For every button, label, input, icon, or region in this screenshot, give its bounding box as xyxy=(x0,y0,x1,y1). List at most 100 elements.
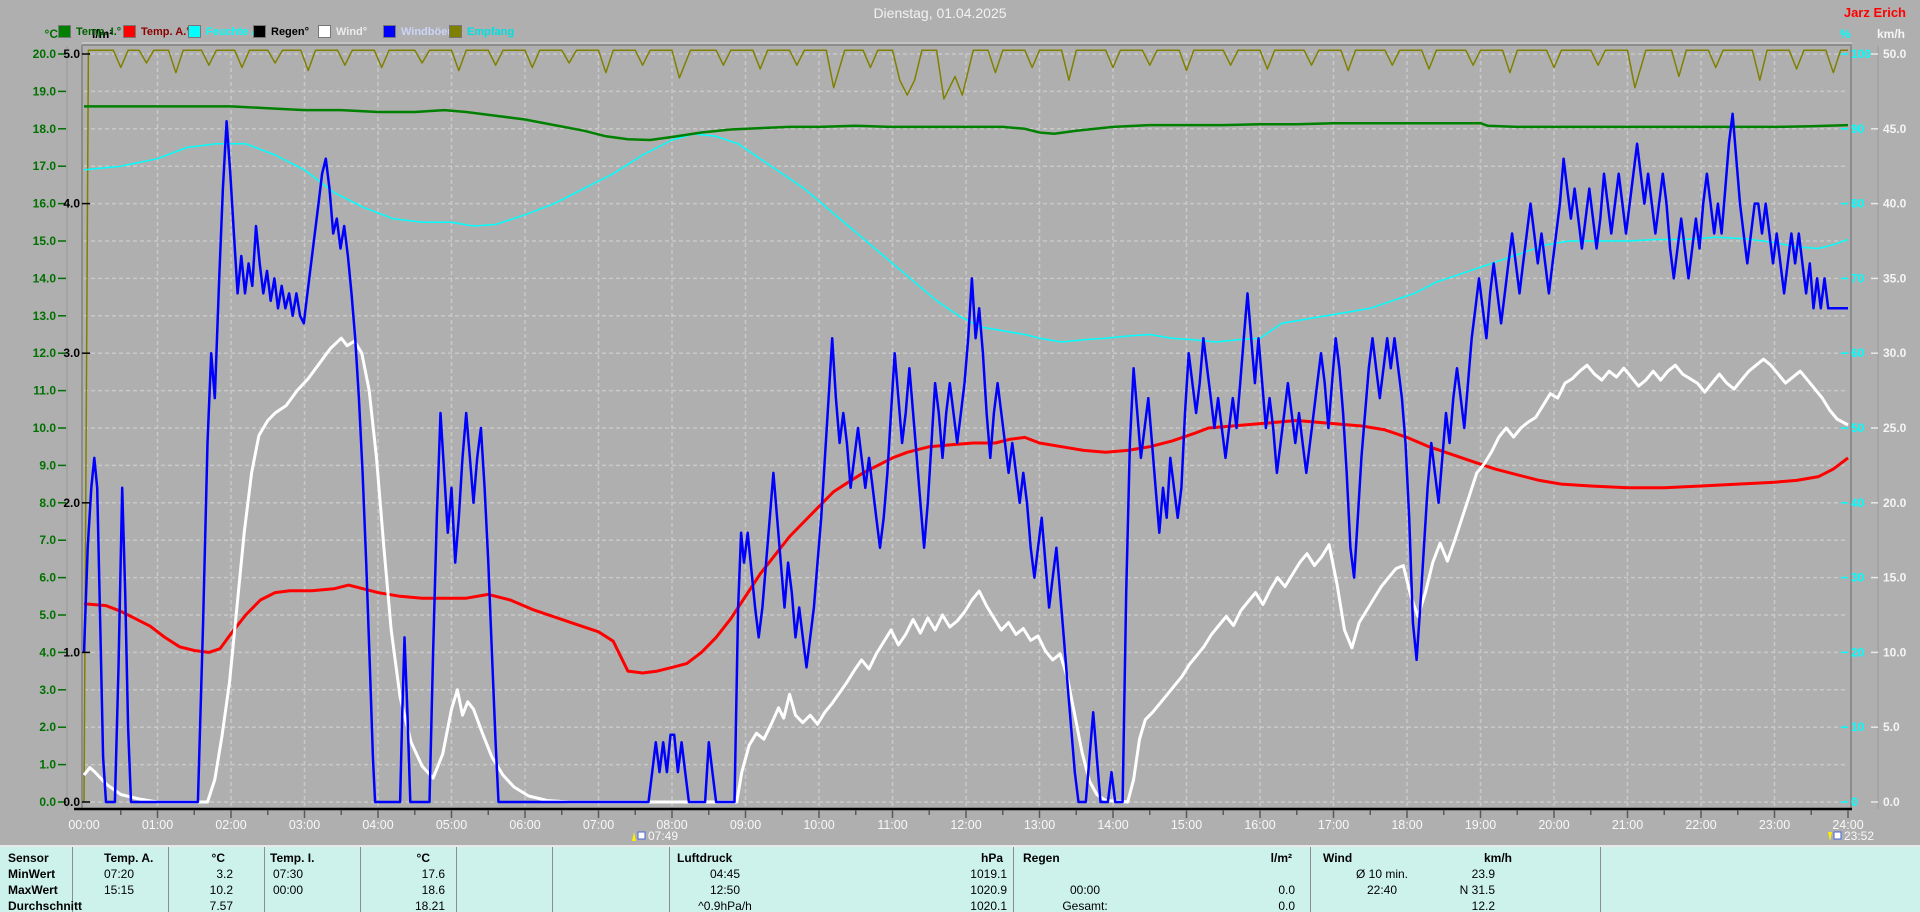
empfang-color-swatch xyxy=(449,25,462,38)
series-empfang xyxy=(83,49,1848,803)
temp-tick-label: 6.0 xyxy=(39,571,56,585)
table-divider xyxy=(72,847,73,912)
hour-label: 20:00 xyxy=(1538,818,1569,832)
temp-tick-label: 8.0 xyxy=(39,496,56,510)
legend-item-temp-i: Temp. I.° xyxy=(58,25,121,38)
windboeen-color-swatch xyxy=(383,25,396,38)
temp-tick-label: 13.0 xyxy=(33,309,57,323)
table-header-wind: Wind xyxy=(1323,851,1353,865)
table-header-unit: l/m² xyxy=(1270,851,1292,865)
sunset-marker: 23:52 xyxy=(1828,829,1874,843)
hour-label: 07:00 xyxy=(583,818,614,832)
wind-tick-label: 0.0 xyxy=(1883,795,1900,809)
table-row-label: Durchschnitt xyxy=(8,899,83,912)
legend-item-label: Regen° xyxy=(271,25,310,38)
table-cell-time: 22:40 xyxy=(1366,883,1398,897)
hour-label: 05:00 xyxy=(436,818,467,832)
table-cell-value: 1019.1 xyxy=(970,867,1007,881)
series-windboeen xyxy=(82,112,1848,804)
temp-tick-label: 2.0 xyxy=(39,720,56,734)
table-cell-time: 07:30 xyxy=(272,867,304,881)
humidity-tick-label: 90 xyxy=(1851,122,1865,136)
humidity-tick-label: 70 xyxy=(1851,271,1865,285)
temp-tick-label: 7.0 xyxy=(39,533,56,547)
temp-tick-label: 16.0 xyxy=(33,197,57,211)
temp-tick-label: 5.0 xyxy=(39,608,56,622)
temp-tick-label: 14.0 xyxy=(33,271,57,285)
legend-item-label: Wind° xyxy=(336,25,368,38)
hour-label: 09:00 xyxy=(730,818,761,832)
temp-a-color-swatch xyxy=(123,25,136,38)
sunrise-arrow-icon xyxy=(632,832,636,841)
legend-item-regen: Regen° xyxy=(253,25,309,38)
gridlines xyxy=(84,53,1848,806)
humidity-tick-label: 40 xyxy=(1851,496,1865,510)
table-cell-value: 0.0 xyxy=(1278,883,1295,897)
humidity-tick-label: 30 xyxy=(1851,571,1865,585)
left-axis-unit-temp: °C xyxy=(44,27,58,41)
legend-item-label: Feuchte A.° xyxy=(206,25,267,38)
wind-tick-label: 40.0 xyxy=(1883,197,1907,211)
table-divider xyxy=(264,847,265,912)
rain-tick-label: 3.0 xyxy=(63,346,80,360)
humidity-tick-label: 60 xyxy=(1851,346,1865,360)
table-cell-value: 18.21 xyxy=(414,899,445,912)
legend-item-label: Temp. I.° xyxy=(76,25,122,38)
table-cell-value: 0.0 xyxy=(1278,899,1295,912)
hour-label: 23:00 xyxy=(1759,818,1790,832)
feuchte-color-swatch xyxy=(188,25,201,38)
temp-tick-label: 11.0 xyxy=(33,384,56,398)
hour-label: 22:00 xyxy=(1685,818,1716,832)
series-temp-i xyxy=(84,105,1849,142)
humidity-tick-label: 100 xyxy=(1851,47,1871,61)
temp-tick-label: 1.0 xyxy=(39,758,56,772)
hour-label: 18:00 xyxy=(1391,818,1422,832)
sunset-icon xyxy=(1833,831,1842,840)
legend-item-windboeen: Windböen xyxy=(383,25,454,38)
table-header-luftdruck: Luftdruck xyxy=(677,851,733,865)
rain-tick-label: 2.0 xyxy=(63,496,80,510)
series-feuchte xyxy=(83,133,1849,343)
table-cell-time: 04:45 xyxy=(709,867,741,881)
humidity-tick-label: 10 xyxy=(1851,720,1865,734)
hour-label: 01:00 xyxy=(142,818,173,832)
table-row-label: MinWert xyxy=(8,867,56,881)
table-cell-time: Gesamt: xyxy=(1062,899,1108,912)
hour-label: 11:00 xyxy=(877,818,907,832)
table-divider xyxy=(168,847,169,912)
sunrise-marker: 07:49 xyxy=(632,829,678,843)
rain-tick-label: 0.0 xyxy=(63,795,80,809)
series-temp-a xyxy=(83,419,1849,675)
right-axis-unit-wind: km/h xyxy=(1877,27,1906,41)
table-cell-time: 00:00 xyxy=(272,883,304,897)
legend-item-feuchte: Feuchte A.° xyxy=(188,25,266,38)
table-header-tempa: Temp. A. xyxy=(104,851,154,865)
table-row-label: Sensor xyxy=(8,851,49,865)
table-divider xyxy=(1600,847,1601,912)
wind-tick-label: 10.0 xyxy=(1883,645,1907,659)
stats-table: Sensor MinWert MaxWert Durchschnitt Temp. A.… xyxy=(0,845,1920,912)
x-axis: 00:00 01:00 02:00 03:00 04:00 05:00 06:00 07:00… xyxy=(68,807,1864,832)
wind-tick-label: 25.0 xyxy=(1883,421,1907,435)
table-cell-time: 15:15 xyxy=(103,883,135,897)
hour-label: 16:00 xyxy=(1244,818,1275,832)
temp-tick-label: 19.0 xyxy=(33,84,57,98)
plot-frame xyxy=(66,42,1879,809)
hour-label: 00:00 xyxy=(68,818,99,832)
hour-label: 24:00 xyxy=(1832,818,1863,832)
wind-tick-label: 5.0 xyxy=(1883,720,1900,734)
sunrise-time: 07:49 xyxy=(648,829,678,843)
hour-label: 06:00 xyxy=(509,818,540,832)
table-header-unit: hPa xyxy=(980,851,1003,865)
temp-tick-label: 0.0 xyxy=(39,795,56,809)
legend-item-label: Empfang xyxy=(467,25,515,38)
wind-color-swatch xyxy=(318,25,331,38)
table-cell-value: 12.2 xyxy=(1471,899,1495,912)
right-axis-unit-humidity: % xyxy=(1840,27,1851,41)
sunrise-icon xyxy=(637,831,646,840)
table-cell-value: 1020.9 xyxy=(970,883,1007,897)
wind-tick-label: 35.0 xyxy=(1883,271,1907,285)
page-title: Dienstag, 01.04.2025 xyxy=(873,5,1007,21)
temp-tick-label: 18.0 xyxy=(33,122,57,136)
